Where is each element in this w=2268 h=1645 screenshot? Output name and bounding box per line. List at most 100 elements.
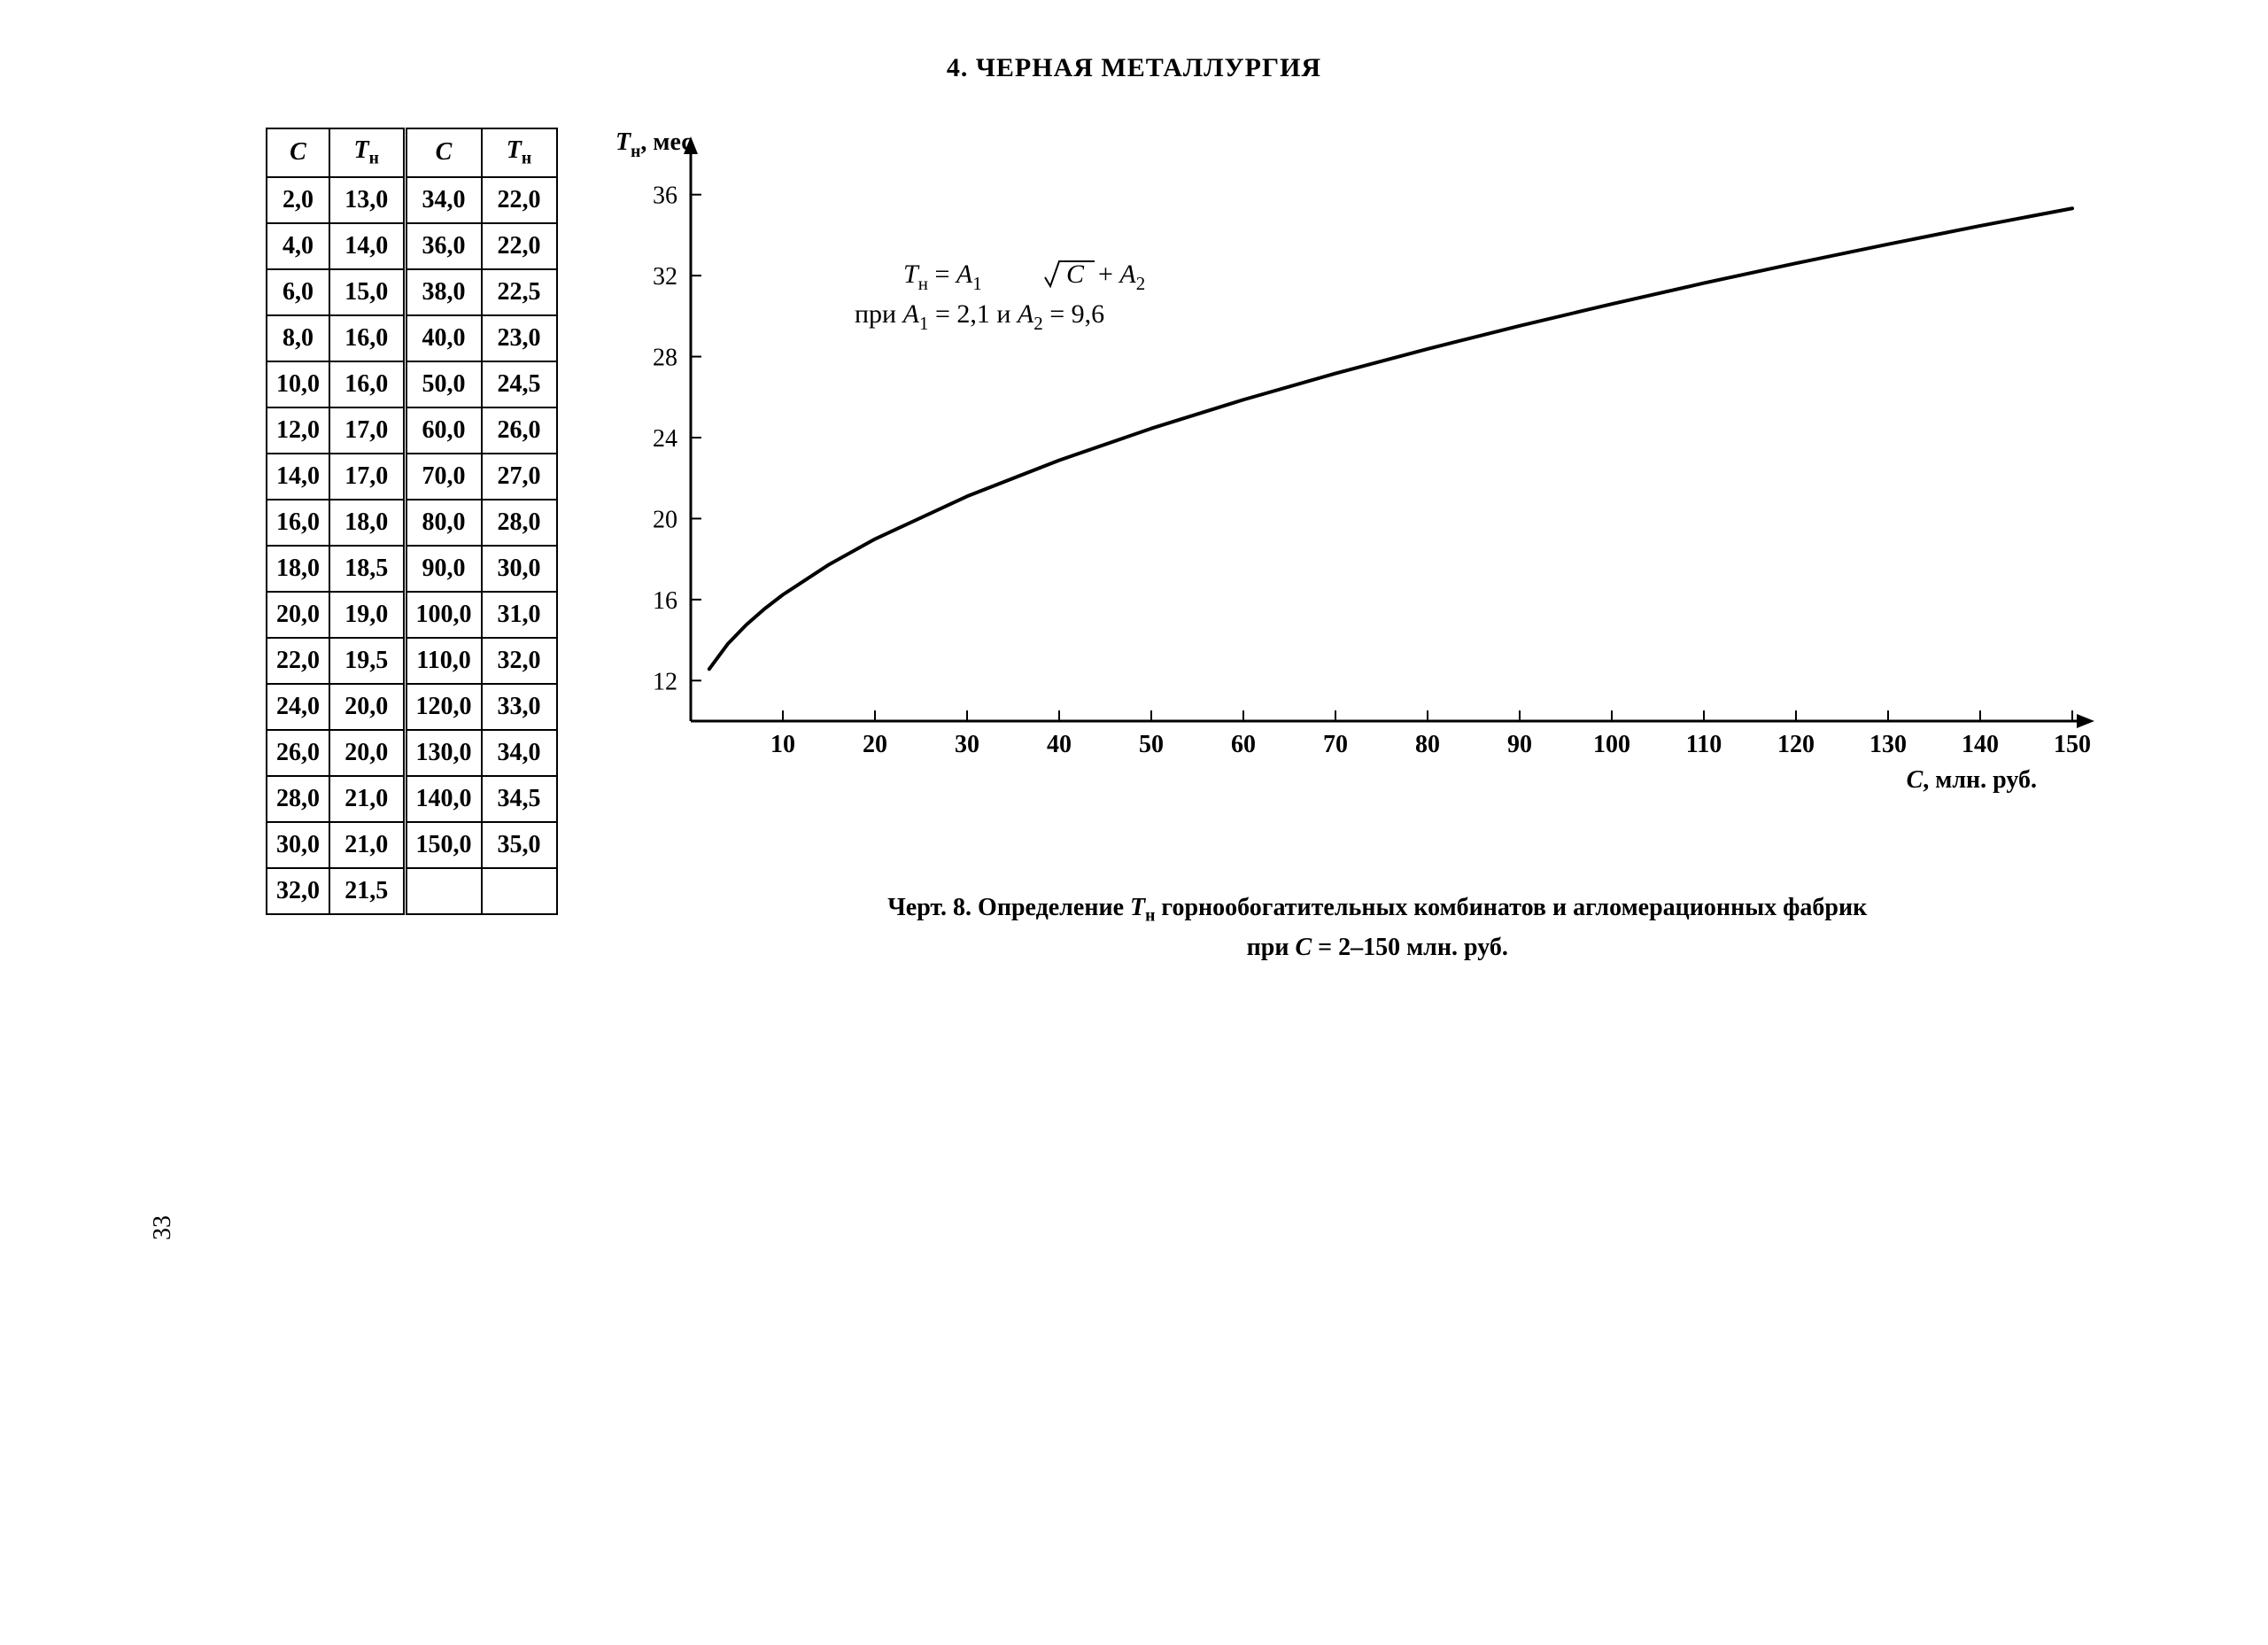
table-cell: 20,0 [329, 684, 405, 730]
svg-text:10: 10 [770, 731, 795, 758]
section-title: 4. ЧЕРНАЯ МЕТАЛЛУРГИЯ [106, 53, 2162, 83]
table-cell: 13,0 [329, 177, 405, 223]
table-cell: 33,0 [482, 684, 557, 730]
table-cell: 19,0 [329, 592, 405, 638]
table-cell: 4,0 [267, 223, 329, 269]
table-row: 12,017,060,026,0 [267, 407, 557, 454]
th-c2: C [405, 128, 482, 177]
table-cell [405, 868, 482, 914]
table-row: 32,021,5 [267, 868, 557, 914]
table-cell: 12,0 [267, 407, 329, 454]
table-cell: 21,0 [329, 822, 405, 868]
table-row: 14,017,070,027,0 [267, 454, 557, 500]
table-row: 4,014,036,022,0 [267, 223, 557, 269]
svg-text:140: 140 [1962, 731, 1999, 758]
table-cell: 26,0 [267, 730, 329, 776]
table-cell: 27,0 [482, 454, 557, 500]
svg-text:30: 30 [955, 731, 979, 758]
table-cell: 100,0 [405, 592, 482, 638]
svg-text:24: 24 [653, 425, 677, 453]
table-cell: 35,0 [482, 822, 557, 868]
table-cell: 16,0 [329, 315, 405, 361]
table-cell: 20,0 [267, 592, 329, 638]
table-cell: 140,0 [405, 776, 482, 822]
svg-text:50: 50 [1139, 731, 1164, 758]
table-cell: 110,0 [405, 638, 482, 684]
table-cell: 32,0 [267, 868, 329, 914]
svg-text:12: 12 [653, 668, 677, 695]
table-cell: 20,0 [329, 730, 405, 776]
table-cell: 14,0 [329, 223, 405, 269]
table-row: 2,013,034,022,0 [267, 177, 557, 223]
svg-text:20: 20 [653, 506, 677, 533]
svg-text:28: 28 [653, 345, 677, 372]
table-cell: 34,0 [482, 730, 557, 776]
table-row: 16,018,080,028,0 [267, 500, 557, 546]
table-cell: 60,0 [405, 407, 482, 454]
table-cell: 22,0 [482, 177, 557, 223]
table-cell: 31,0 [482, 592, 557, 638]
table-cell: 30,0 [267, 822, 329, 868]
table-row: 18,018,590,030,0 [267, 546, 557, 592]
table-cell: 24,5 [482, 361, 557, 407]
table-cell: 21,0 [329, 776, 405, 822]
table-cell: 2,0 [267, 177, 329, 223]
table-cell: 28,0 [482, 500, 557, 546]
table-cell: 50,0 [405, 361, 482, 407]
table-cell: 18,5 [329, 546, 405, 592]
th-t1: Tн [329, 128, 405, 177]
table-row: 22,019,5110,032,0 [267, 638, 557, 684]
table-cell: 36,0 [405, 223, 482, 269]
table-cell: 90,0 [405, 546, 482, 592]
chart-area: 1216202428323610203040506070809010011012… [593, 128, 2163, 966]
svg-text:C: C [1066, 260, 1085, 289]
main-content: C Tн C Tн 2,013,034,022,04,014,036,022,0… [106, 128, 2162, 966]
table-cell: 70,0 [405, 454, 482, 500]
table-cell: 19,5 [329, 638, 405, 684]
chart-svg: 1216202428323610203040506070809010011012… [593, 128, 2099, 854]
table-cell: 8,0 [267, 315, 329, 361]
table-row: 8,016,040,023,0 [267, 315, 557, 361]
table-cell: 22,0 [267, 638, 329, 684]
table-cell: 18,0 [267, 546, 329, 592]
svg-text:110: 110 [1685, 731, 1721, 758]
table-header-row: C Tн C Tн [267, 128, 557, 177]
table-cell: 30,0 [482, 546, 557, 592]
th-c1: C [267, 128, 329, 177]
table-row: 28,021,0140,034,5 [267, 776, 557, 822]
table-cell: 16,0 [329, 361, 405, 407]
table-cell: 120,0 [405, 684, 482, 730]
table-cell: 18,0 [329, 500, 405, 546]
table-cell: 10,0 [267, 361, 329, 407]
table-cell: 150,0 [405, 822, 482, 868]
svg-text:90: 90 [1507, 731, 1532, 758]
svg-text:70: 70 [1323, 731, 1348, 758]
table-cell: 22,5 [482, 269, 557, 315]
data-table: C Tн C Tн 2,013,034,022,04,014,036,022,0… [266, 128, 558, 915]
svg-text:20: 20 [863, 731, 887, 758]
table-cell: 21,5 [329, 868, 405, 914]
svg-text:36: 36 [653, 182, 677, 210]
svg-text:32: 32 [653, 263, 677, 291]
svg-text:130: 130 [1869, 731, 1907, 758]
table-row: 10,016,050,024,5 [267, 361, 557, 407]
table-cell: 15,0 [329, 269, 405, 315]
table-cell [482, 868, 557, 914]
table-cell: 17,0 [329, 454, 405, 500]
svg-text:С, млн. руб.: С, млн. руб. [1906, 766, 2036, 794]
svg-text:150: 150 [2054, 731, 2091, 758]
svg-text:Tн = A1: Tн = A1 [903, 260, 982, 294]
table-cell: 17,0 [329, 407, 405, 454]
table-cell: 34,0 [405, 177, 482, 223]
table-cell: 22,0 [482, 223, 557, 269]
page-number: 33 [149, 1215, 177, 1240]
table-row: 20,019,0100,031,0 [267, 592, 557, 638]
table-cell: 80,0 [405, 500, 482, 546]
svg-text:при A1 = 2,1 и A2 = 9,6: при A1 = 2,1 и A2 = 9,6 [855, 299, 1104, 334]
table-cell: 34,5 [482, 776, 557, 822]
table-cell: 6,0 [267, 269, 329, 315]
svg-text:80: 80 [1415, 731, 1440, 758]
svg-text:Tн, мес: Tн, мес [615, 128, 693, 161]
table-cell: 32,0 [482, 638, 557, 684]
svg-text:40: 40 [1047, 731, 1072, 758]
